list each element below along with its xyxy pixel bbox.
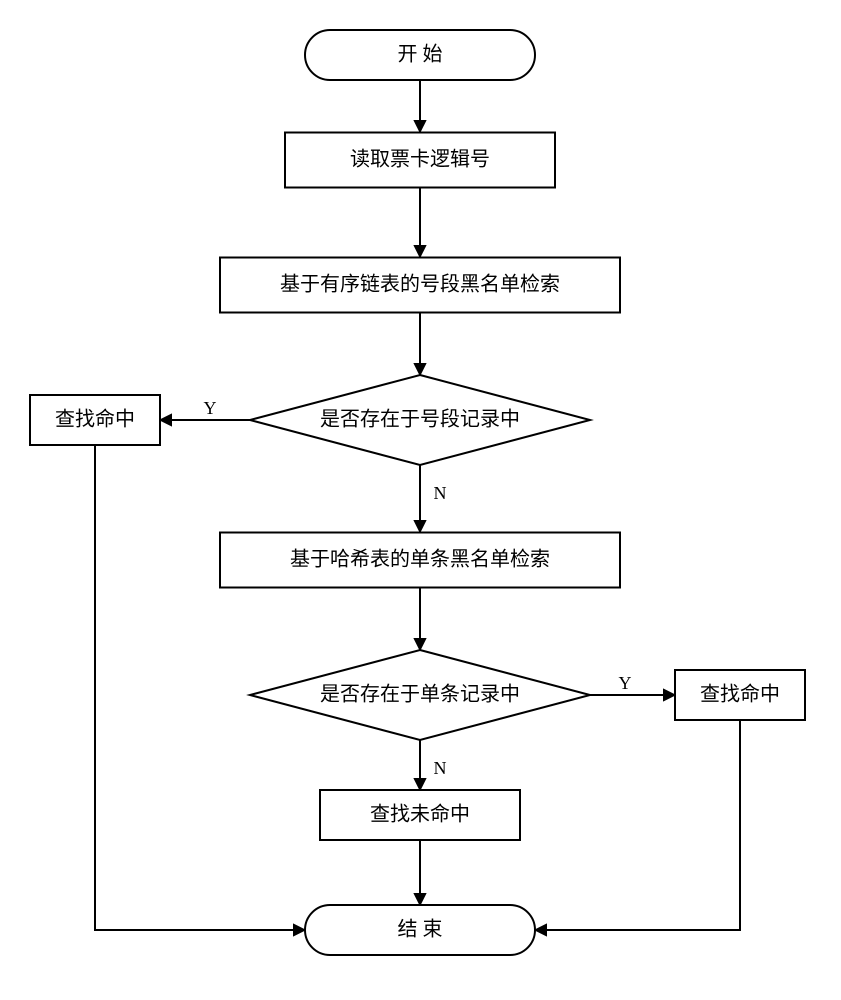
node-label: 基于哈希表的单条黑名单检索 <box>290 548 550 571</box>
node-seglist: 基于有序链表的号段黑名单检索 <box>220 258 620 313</box>
node-hit2: 查找命中 <box>675 670 805 720</box>
node-miss: 查找未命中 <box>320 790 520 840</box>
node-label: 开 始 <box>398 43 443 66</box>
node-end: 结 束 <box>305 905 535 955</box>
flow-edge <box>535 720 740 930</box>
node-d2: 是否存在于单条记录中 <box>250 650 590 740</box>
edge-label: N <box>434 758 447 778</box>
flow-edge <box>95 445 305 930</box>
edge-label: N <box>434 483 447 503</box>
node-label: 读取票卡逻辑号 <box>350 148 490 171</box>
node-label: 查找命中 <box>55 408 135 431</box>
node-read: 读取票卡逻辑号 <box>285 133 555 188</box>
node-d1: 是否存在于号段记录中 <box>250 375 590 465</box>
node-hit1: 查找命中 <box>30 395 160 445</box>
node-label: 基于有序链表的号段黑名单检索 <box>280 273 560 296</box>
node-label: 是否存在于单条记录中 <box>320 683 520 706</box>
edge-label: Y <box>204 398 217 418</box>
flowchart: YNYN开 始读取票卡逻辑号基于有序链表的号段黑名单检索是否存在于号段记录中查找… <box>0 0 841 1000</box>
node-label: 是否存在于号段记录中 <box>320 408 520 431</box>
node-label: 结 束 <box>398 918 443 941</box>
node-label: 查找命中 <box>700 683 780 706</box>
edge-label: Y <box>619 673 632 693</box>
node-label: 查找未命中 <box>370 803 470 826</box>
node-start: 开 始 <box>305 30 535 80</box>
node-hash: 基于哈希表的单条黑名单检索 <box>220 533 620 588</box>
